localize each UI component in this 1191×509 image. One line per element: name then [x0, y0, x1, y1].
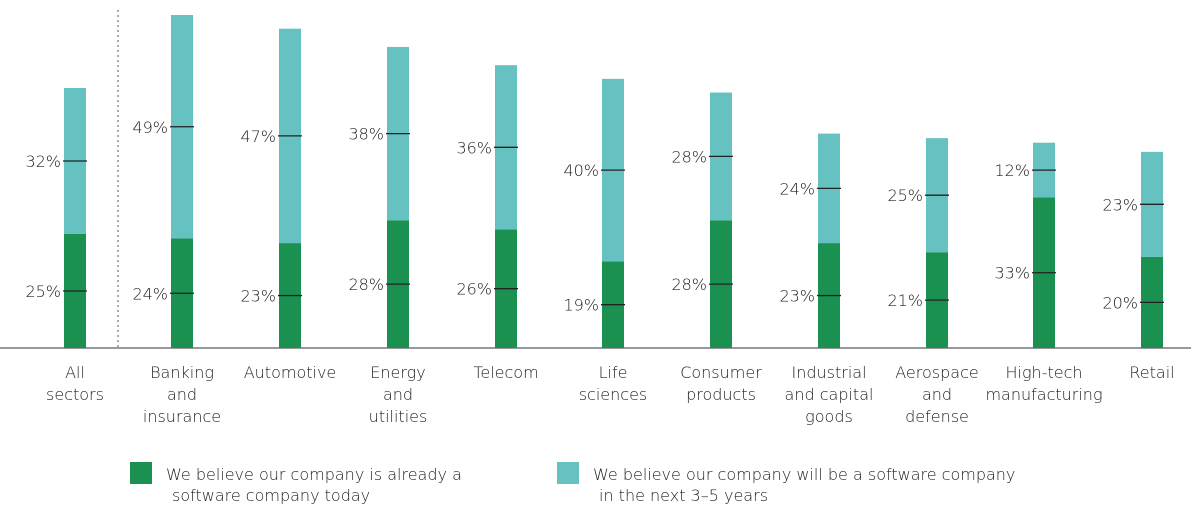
- value-label: 33%: [994, 264, 1030, 283]
- value-label: 25%: [25, 282, 61, 301]
- value-label: 28%: [671, 147, 707, 166]
- category-label: Aerospace and defense: [895, 363, 978, 426]
- value-label: 20%: [1102, 293, 1138, 312]
- category-label: Banking and insurance: [143, 363, 221, 426]
- value-label: 23%: [240, 287, 276, 306]
- category-label: Retail: [1129, 363, 1174, 382]
- value-label: 19%: [563, 296, 599, 315]
- legend-label: We believe our company is already a softw…: [166, 465, 462, 505]
- category-label: Life sciences: [579, 363, 648, 404]
- value-label: 28%: [348, 275, 384, 294]
- value-label: 49%: [132, 118, 168, 137]
- value-label: 38%: [348, 125, 384, 144]
- legend-swatch: [130, 462, 152, 484]
- category-label: Consumer products: [680, 363, 762, 404]
- value-label: 28%: [671, 275, 707, 294]
- value-label: 25%: [887, 186, 923, 205]
- category-label: Automotive: [244, 363, 337, 382]
- value-label: 12%: [994, 161, 1030, 180]
- value-label: 47%: [240, 127, 276, 146]
- category-label: Energy and utilities: [369, 363, 428, 426]
- value-label: 36%: [456, 138, 492, 157]
- category-label: Industrial and capital goods: [785, 363, 874, 426]
- category-label: Telecom: [473, 363, 538, 382]
- category-label: High-tech manufacturing: [985, 363, 1102, 404]
- legend-label: We believe our company will be a softwar…: [593, 465, 1015, 505]
- value-label: 23%: [1102, 195, 1138, 214]
- value-label: 40%: [563, 161, 599, 180]
- value-label: 32%: [25, 152, 61, 171]
- value-label: 23%: [779, 287, 815, 306]
- value-label: 24%: [132, 284, 168, 303]
- value-label: 24%: [779, 179, 815, 198]
- legend-swatch: [557, 462, 579, 484]
- value-label: 21%: [887, 291, 923, 310]
- category-label: All sectors: [46, 363, 104, 404]
- value-label: 26%: [456, 280, 492, 299]
